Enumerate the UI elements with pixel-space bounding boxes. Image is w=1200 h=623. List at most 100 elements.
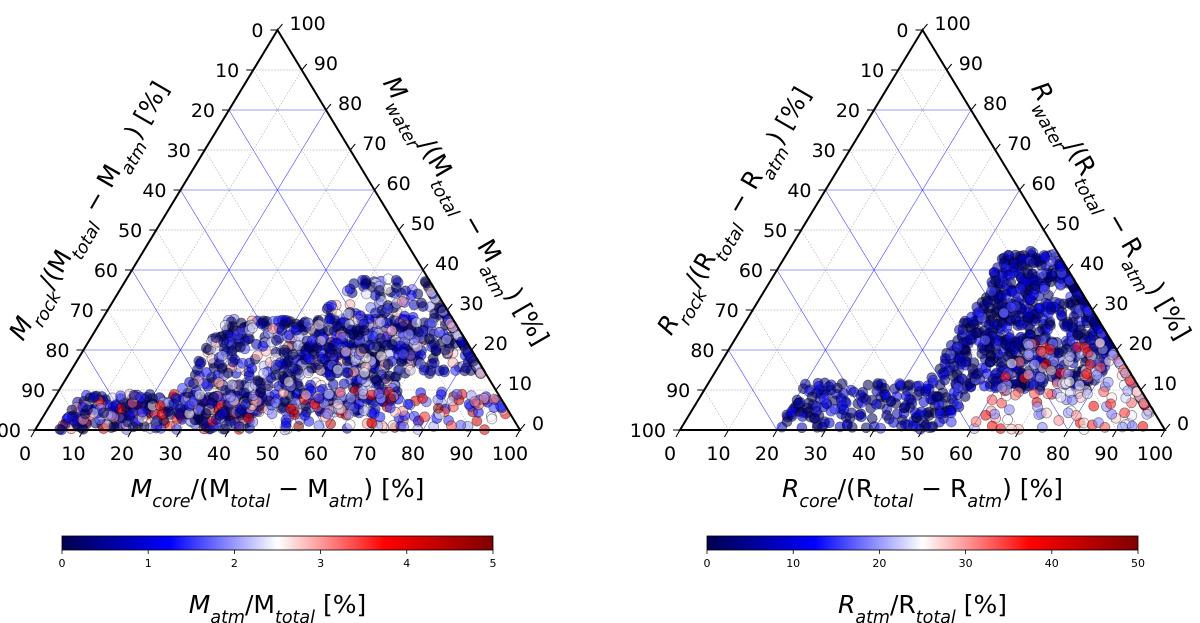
scatter-point bbox=[979, 334, 991, 346]
scatter-point bbox=[267, 323, 279, 335]
colorbar-tick-label: 3 bbox=[317, 557, 324, 570]
scatter-point bbox=[1055, 391, 1067, 403]
colorbar: 0 1 2 3 4 5 bbox=[59, 535, 497, 570]
right-tick-label: 100 bbox=[290, 13, 326, 35]
scatter-point bbox=[188, 378, 199, 390]
scatter-point bbox=[1070, 294, 1081, 306]
scatter-point bbox=[147, 393, 158, 404]
scatter-point bbox=[1003, 404, 1015, 416]
label-part: total bbox=[712, 221, 749, 266]
scatter-point bbox=[418, 364, 430, 376]
tick-mark bbox=[398, 223, 405, 231]
tick-mark bbox=[277, 23, 283, 31]
scatter-point bbox=[1022, 268, 1034, 279]
scatter-point bbox=[1034, 302, 1046, 314]
scatter-point bbox=[416, 297, 427, 309]
scatter-point bbox=[404, 364, 416, 376]
scatter-point bbox=[1081, 368, 1093, 379]
scatter-point bbox=[952, 398, 963, 410]
scatter-point bbox=[982, 297, 994, 308]
scatter-point bbox=[173, 408, 185, 419]
bottom-tick-label: 10 bbox=[706, 443, 730, 465]
scatter-point bbox=[338, 378, 350, 390]
scatter-point bbox=[424, 333, 435, 345]
scatter-point bbox=[1045, 365, 1057, 376]
scatter-point bbox=[393, 364, 404, 376]
scatter-point bbox=[455, 419, 467, 431]
scatter-point bbox=[163, 406, 174, 417]
scatter-point bbox=[934, 408, 946, 419]
scatter-point bbox=[1119, 407, 1130, 419]
scatter-point bbox=[1102, 376, 1114, 388]
scatter-point bbox=[348, 278, 360, 289]
tick-mark bbox=[970, 103, 977, 111]
bottom-tick-label: 80 bbox=[1046, 443, 1070, 465]
scatter-point bbox=[258, 315, 269, 327]
scatter-point bbox=[967, 363, 978, 375]
colorbar-rect bbox=[706, 535, 1139, 551]
scatter-point bbox=[322, 408, 334, 420]
label-part: R bbox=[782, 474, 799, 503]
tick-mark bbox=[675, 429, 681, 438]
colorbar-tick-label: 0 bbox=[704, 557, 711, 570]
right-tick-label: 80 bbox=[338, 93, 362, 115]
scatter-point bbox=[945, 407, 957, 419]
scatter-point bbox=[397, 320, 409, 332]
label-part: atm bbox=[117, 138, 152, 178]
tick-mark bbox=[1019, 183, 1025, 191]
scatter-point bbox=[1028, 257, 1039, 269]
scatter-point bbox=[916, 406, 927, 418]
scatter-point bbox=[258, 367, 270, 379]
scatter-point bbox=[396, 296, 408, 307]
right-tick-label: 40 bbox=[435, 253, 459, 275]
scatter-point bbox=[1000, 371, 1011, 383]
scatter-point bbox=[996, 382, 1008, 394]
scatter-point bbox=[1064, 350, 1076, 362]
scatter-point bbox=[904, 379, 915, 391]
bottom-tick-label: 40 bbox=[207, 443, 231, 465]
bottom-tick-label: 0 bbox=[19, 443, 31, 465]
scatter-point bbox=[364, 339, 376, 351]
label-part: ) [%] bbox=[119, 77, 175, 144]
scatter-point bbox=[226, 345, 238, 357]
tick-mark bbox=[1067, 263, 1074, 271]
scatter-point bbox=[875, 422, 887, 434]
scatter-point bbox=[289, 409, 300, 420]
gridline-rock bbox=[107, 309, 181, 431]
tick-mark bbox=[30, 429, 36, 438]
scatter-point bbox=[871, 385, 883, 397]
tick-mark bbox=[374, 183, 380, 191]
label-part: − R bbox=[1097, 200, 1149, 261]
scatter-point bbox=[1070, 410, 1082, 421]
bottom-tick-label: 50 bbox=[900, 443, 924, 465]
scatter-point bbox=[206, 398, 217, 409]
scatter-point bbox=[366, 417, 378, 429]
scatter-point bbox=[848, 386, 860, 398]
scatter-point bbox=[255, 387, 266, 398]
scatter-point bbox=[1023, 369, 1034, 381]
scatter-point bbox=[1001, 322, 1013, 333]
scatter-point bbox=[1003, 250, 1015, 261]
scatter-point bbox=[243, 412, 254, 424]
scatter-point bbox=[1094, 337, 1106, 349]
colorbar-tick-label: 4 bbox=[403, 557, 410, 570]
bottom-tick-label: 70 bbox=[352, 443, 376, 465]
scatter-point bbox=[986, 285, 997, 297]
scatter-point bbox=[227, 356, 239, 368]
scatter-point bbox=[980, 409, 992, 421]
left-tick-label: 10 bbox=[215, 60, 239, 82]
colorbar: 0 10 20 30 40 50 bbox=[704, 535, 1145, 570]
scatter-point bbox=[952, 382, 964, 393]
scatter-point bbox=[1044, 344, 1056, 355]
tick-mark bbox=[301, 63, 308, 71]
tick-mark bbox=[724, 429, 729, 438]
label-part: − M bbox=[453, 202, 507, 267]
right-tick-label: 70 bbox=[1007, 133, 1031, 155]
colorbar-label: Ratm/Rtotal [%] bbox=[838, 590, 1007, 623]
scatter-point bbox=[1091, 369, 1103, 381]
tick-mark bbox=[1140, 383, 1147, 391]
scatter-point bbox=[996, 356, 1007, 368]
scatter-point bbox=[313, 319, 325, 331]
scatter-point bbox=[862, 379, 874, 391]
